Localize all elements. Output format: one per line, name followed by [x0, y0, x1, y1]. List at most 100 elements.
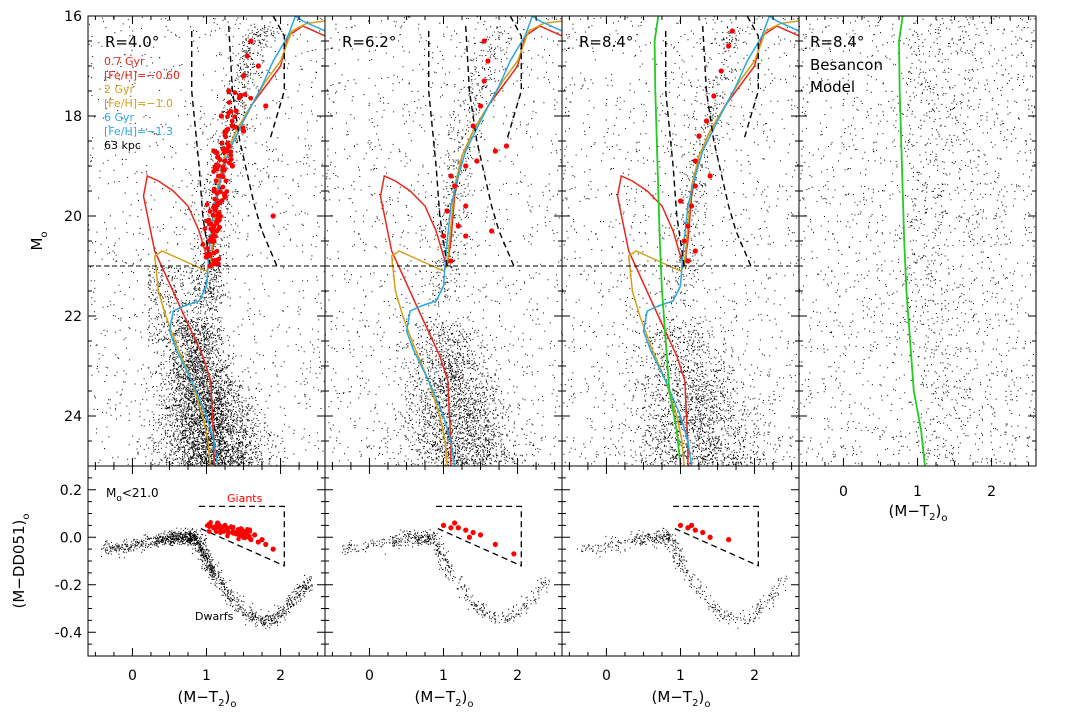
tick-label: 18	[64, 109, 82, 125]
tick-label: 0	[128, 668, 137, 684]
giant-point	[270, 213, 276, 219]
giant-point	[216, 163, 221, 169]
giant-point	[235, 527, 241, 532]
giant-point	[233, 108, 239, 114]
giant-point	[232, 90, 238, 96]
x-axis-title-3: (M−T2)o	[652, 688, 711, 710]
tick-label: 0	[602, 668, 611, 684]
giant-point	[707, 534, 713, 540]
giant-point	[455, 525, 461, 531]
giant-point	[455, 223, 461, 229]
besancon-panel-3	[653, 16, 682, 466]
giant-point	[216, 524, 222, 529]
x-title-2: 2	[455, 698, 461, 709]
legend-entry: 0.7 Gyr	[104, 55, 145, 68]
giants-cmd-panel-2	[440, 38, 510, 264]
giant-point	[222, 158, 228, 164]
giant-point	[481, 78, 487, 84]
giant-point	[214, 529, 219, 535]
giant-point	[226, 100, 232, 105]
x-title-close: )	[461, 688, 467, 706]
giant-point	[692, 248, 698, 254]
tick-label: 1	[676, 668, 685, 684]
panel-3-radius: R=8.4°	[579, 33, 633, 51]
x-title-2: 2	[929, 512, 935, 523]
giant-point	[689, 522, 695, 528]
giant-point	[211, 186, 217, 192]
giant-point	[213, 178, 219, 184]
giant-point	[685, 223, 691, 229]
tick-label: 2	[750, 668, 759, 684]
giant-point	[214, 150, 220, 156]
tick-label: 0	[839, 484, 848, 500]
giant-point	[696, 133, 702, 139]
x-axis-title-1: (M−T2)o	[178, 688, 237, 710]
giant-point	[218, 189, 223, 195]
tick-label: 1	[202, 668, 211, 684]
x-title-close: )	[698, 688, 704, 706]
legend-entry: [Fe/H]=−0.60	[104, 69, 180, 82]
cc-panel-2-frame	[324, 465, 563, 657]
giant-point	[726, 43, 732, 49]
giant-point	[711, 93, 717, 99]
giant-point	[489, 228, 495, 234]
giant-point	[448, 173, 454, 179]
legend-entry: [Fe/H]=−1.0	[104, 97, 173, 110]
giant-point	[203, 254, 209, 260]
giant-point	[223, 178, 229, 184]
selection-box-edge	[228, 25, 278, 267]
giant-point	[252, 532, 258, 538]
giant-point	[232, 114, 237, 120]
x-axis-titles: (M−T2)o (M−T2)o (M−T2)o (M−T2)o	[178, 502, 948, 710]
legend-entry: 6 Gyr	[104, 111, 135, 124]
panel-4-besancon: Besancon	[810, 56, 883, 74]
giant-point	[247, 533, 252, 539]
giant-point	[692, 158, 698, 164]
giant-point	[463, 527, 469, 533]
giant-point	[463, 203, 469, 209]
isochrone-line	[390, 20, 562, 466]
giant-point	[677, 522, 684, 528]
tick-label: 0.2	[60, 483, 82, 499]
giant-point	[220, 174, 226, 180]
giant-point	[248, 95, 254, 101]
isochrone-line	[616, 25, 799, 466]
giant-point	[492, 541, 498, 547]
giant-point	[218, 113, 224, 119]
isochrone-line	[405, 16, 562, 466]
legend: 0.7 Gyr [Fe/H]=−0.60 2 Gyr [Fe/H]=−1.0 6…	[104, 55, 180, 152]
giant-point	[228, 152, 234, 158]
tick-label: 2	[987, 484, 996, 500]
giant-selection-box	[435, 505, 522, 567]
giant-point	[463, 163, 469, 169]
cc-box-panel-3	[672, 505, 759, 567]
giant-point	[207, 251, 213, 257]
giant-point	[229, 118, 235, 124]
x-title-a: (M−T	[178, 688, 219, 706]
y-axis-title-mo: Mo	[28, 231, 50, 250]
panel-4-model: Model	[810, 78, 855, 96]
isochrone-lines	[88, 16, 926, 567]
cc-cut-m: M	[106, 486, 116, 500]
giant-point	[511, 551, 517, 557]
selection-box-edge	[268, 16, 285, 142]
giant-point	[223, 528, 228, 533]
giant-point	[207, 529, 212, 534]
giant-point	[474, 158, 480, 164]
tick-label: 22	[64, 309, 82, 325]
x-title-a: (M−T	[415, 688, 456, 706]
field-star-dots	[88, 16, 1036, 629]
selection-box-edge	[191, 31, 211, 267]
legend-entry: 63 kpc	[104, 139, 141, 152]
giant-point	[215, 201, 221, 207]
giant-point	[244, 53, 250, 59]
selection-box-edge	[665, 31, 685, 267]
y-axis-title-cc-main: (M−DD051)	[10, 520, 28, 609]
giant-selection-box	[198, 505, 285, 567]
x-title-2: 2	[692, 698, 698, 709]
giants-cc-panel-1	[204, 520, 276, 552]
selection-box-edge	[465, 25, 515, 267]
giant-point	[270, 546, 276, 552]
